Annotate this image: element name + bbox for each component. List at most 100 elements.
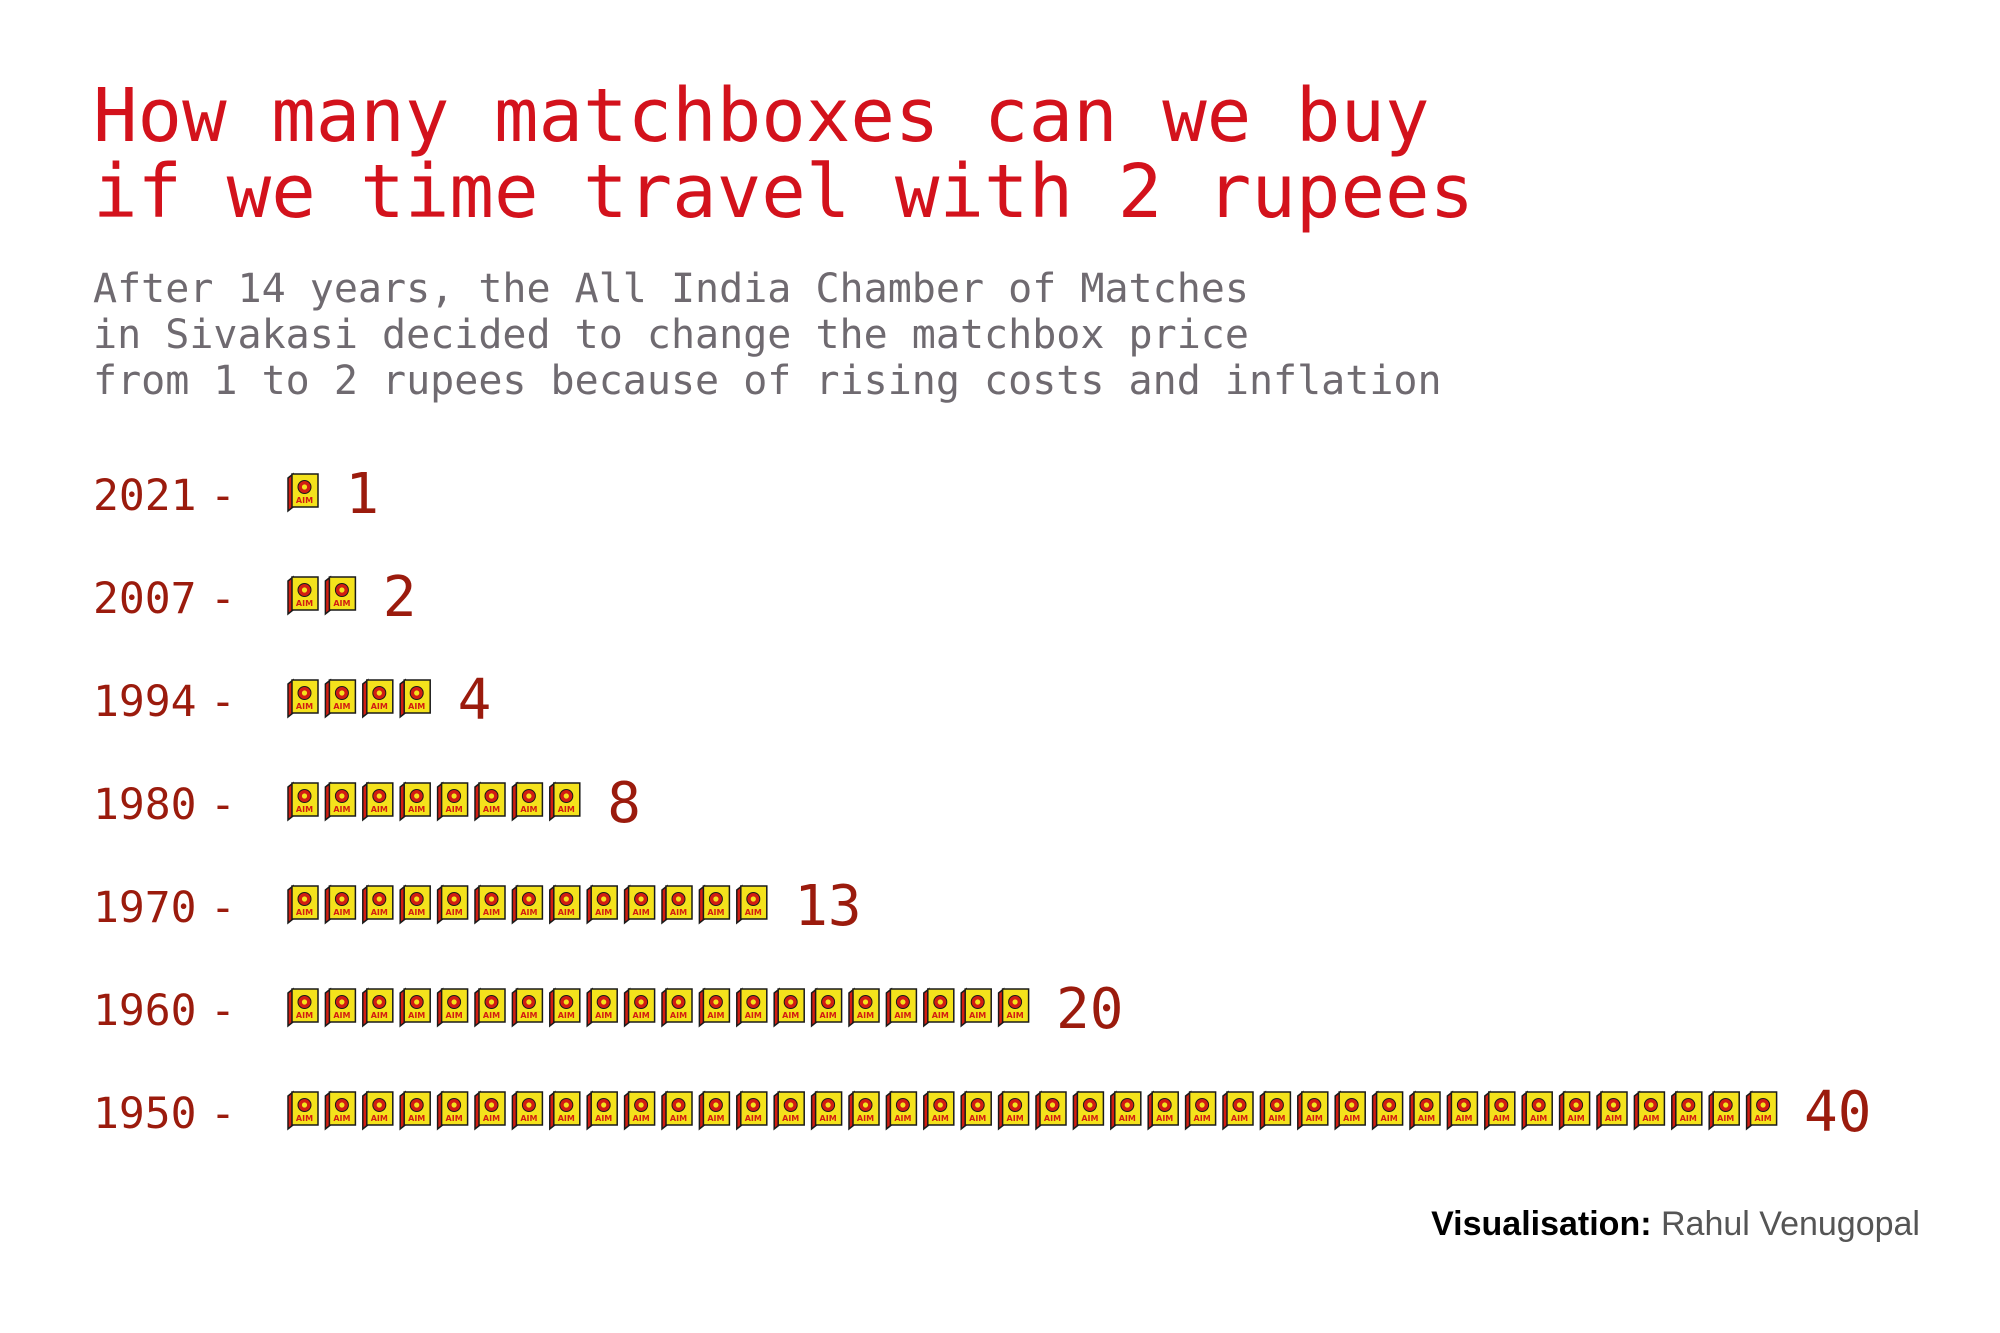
credit: Visualisation: Rahul Venugopal bbox=[1431, 1205, 1920, 1244]
matchbox-icon: AIM bbox=[1334, 1090, 1366, 1131]
matchbox-icon: AIM bbox=[287, 987, 319, 1028]
matchbox-icon: AIM bbox=[1110, 1090, 1142, 1131]
svg-text:AIM: AIM bbox=[1044, 1114, 1061, 1123]
matchbox-icon: AIM bbox=[773, 987, 805, 1028]
svg-text:AIM: AIM bbox=[446, 805, 463, 814]
matchbox-icon: AIM bbox=[923, 987, 955, 1028]
svg-text:AIM: AIM bbox=[595, 1114, 612, 1123]
matchbox-icon: AIM bbox=[436, 781, 469, 822]
svg-text:AIM: AIM bbox=[483, 908, 500, 917]
svg-text:AIM: AIM bbox=[1194, 1114, 1211, 1123]
matchbox-icon: AIM bbox=[474, 987, 506, 1028]
svg-text:AIM: AIM bbox=[333, 599, 350, 608]
svg-text:AIM: AIM bbox=[1231, 1114, 1248, 1123]
value-label: 8 bbox=[607, 771, 641, 836]
svg-text:AIM: AIM bbox=[483, 805, 500, 814]
value-label: 20 bbox=[1056, 977, 1123, 1042]
y-tick-label: 1980 bbox=[93, 780, 197, 830]
svg-text:AIM: AIM bbox=[745, 1011, 762, 1020]
y-tick-label: 2007 bbox=[93, 574, 197, 624]
svg-text:AIM: AIM bbox=[1418, 1114, 1435, 1123]
y-tick-label: 1950 bbox=[93, 1089, 197, 1139]
matchbox-icon: AIM bbox=[623, 884, 656, 925]
matchbox-icon: AIM bbox=[324, 884, 357, 925]
matchbox-icon: AIM bbox=[549, 884, 581, 925]
svg-text:AIM: AIM bbox=[408, 908, 425, 917]
y-tick-mark: - bbox=[210, 1089, 236, 1139]
matchbox-icon: AIM bbox=[549, 987, 581, 1028]
svg-text:AIM: AIM bbox=[894, 1114, 911, 1123]
subtitle-line-1: After 14 years, the All India Chamber of… bbox=[93, 266, 1249, 312]
svg-text:AIM: AIM bbox=[670, 1114, 687, 1123]
svg-text:AIM: AIM bbox=[969, 1011, 986, 1020]
svg-text:AIM: AIM bbox=[1568, 1114, 1585, 1123]
svg-text:AIM: AIM bbox=[633, 1011, 650, 1020]
svg-text:AIM: AIM bbox=[483, 1114, 500, 1123]
chart-row: 1994- AIM AIM AIM AIM 4 bbox=[93, 668, 491, 733]
matchbox-icon: AIM bbox=[736, 987, 768, 1028]
svg-text:AIM: AIM bbox=[1530, 1114, 1547, 1123]
matchbox-icon: AIM bbox=[511, 781, 544, 822]
matchbox-icon: AIM bbox=[773, 1090, 805, 1131]
matchbox-icon: AIM bbox=[586, 884, 618, 925]
svg-text:AIM: AIM bbox=[969, 1114, 986, 1123]
matchbox-icon: AIM bbox=[848, 987, 880, 1028]
chart-title: How many matchboxes can we buy if we tim… bbox=[93, 78, 1474, 230]
svg-text:AIM: AIM bbox=[1156, 1114, 1173, 1123]
matchbox-icon: AIM bbox=[810, 987, 843, 1028]
matchbox-icon: AIM bbox=[511, 884, 544, 925]
matchbox-icon: AIM bbox=[885, 1090, 918, 1131]
svg-text:AIM: AIM bbox=[745, 1114, 762, 1123]
matchbox-icon: AIM bbox=[287, 678, 319, 719]
svg-text:AIM: AIM bbox=[483, 1011, 500, 1020]
svg-text:AIM: AIM bbox=[1642, 1114, 1659, 1123]
chart-subtitle: After 14 years, the All India Chamber of… bbox=[93, 266, 1442, 404]
svg-text:AIM: AIM bbox=[1455, 1114, 1472, 1123]
matchbox-icon: AIM bbox=[399, 884, 431, 925]
chart-row: 1970- AIM AIM AIM AIM AIM AIM AIM AIM AIM AIM AIM AI… bbox=[93, 874, 862, 939]
matchbox-icon: AIM bbox=[324, 1090, 357, 1131]
matchbox-icon: AIM bbox=[474, 1090, 506, 1131]
svg-text:AIM: AIM bbox=[1081, 1114, 1098, 1123]
svg-text:AIM: AIM bbox=[408, 1011, 425, 1020]
svg-text:AIM: AIM bbox=[670, 1011, 687, 1020]
matchbox-icon: AIM bbox=[661, 884, 693, 925]
svg-text:AIM: AIM bbox=[857, 1011, 874, 1020]
matchbox-icon: AIM bbox=[287, 472, 319, 513]
matchbox-icon: AIM bbox=[324, 575, 357, 616]
y-tick-label: 1970 bbox=[93, 883, 197, 933]
svg-text:AIM: AIM bbox=[820, 1114, 837, 1123]
svg-text:AIM: AIM bbox=[296, 599, 313, 608]
svg-text:AIM: AIM bbox=[446, 1011, 463, 1020]
svg-text:AIM: AIM bbox=[333, 1011, 350, 1020]
y-tick-label: 1960 bbox=[93, 986, 197, 1036]
matchbox-icon: AIM bbox=[474, 884, 506, 925]
matchbox-icon: AIM bbox=[623, 1090, 656, 1131]
svg-text:AIM: AIM bbox=[558, 1114, 575, 1123]
svg-text:AIM: AIM bbox=[296, 496, 313, 505]
matchbox-icon: AIM bbox=[698, 987, 731, 1028]
svg-text:AIM: AIM bbox=[520, 908, 537, 917]
svg-text:AIM: AIM bbox=[333, 1114, 350, 1123]
svg-text:AIM: AIM bbox=[1007, 1011, 1024, 1020]
y-tick-mark: - bbox=[210, 780, 236, 830]
svg-text:AIM: AIM bbox=[296, 702, 313, 711]
svg-text:AIM: AIM bbox=[333, 805, 350, 814]
svg-text:AIM: AIM bbox=[1493, 1114, 1510, 1123]
title-line-2: if we time travel with 2 rupees bbox=[93, 149, 1475, 235]
value-label: 40 bbox=[1804, 1080, 1871, 1145]
matchbox-icon: AIM bbox=[362, 678, 394, 719]
matchbox-icon: AIM bbox=[511, 987, 544, 1028]
matchbox-icon: AIM bbox=[287, 781, 319, 822]
svg-text:AIM: AIM bbox=[595, 1011, 612, 1020]
svg-text:AIM: AIM bbox=[1755, 1114, 1772, 1123]
svg-text:AIM: AIM bbox=[558, 908, 575, 917]
matchbox-icon: AIM bbox=[287, 884, 319, 925]
chart-row: 1980- AIM AIM AIM AIM AIM AIM AIM AIM 8 bbox=[93, 771, 641, 836]
credit-label: Visualisation: bbox=[1431, 1205, 1652, 1243]
matchbox-icon: AIM bbox=[623, 987, 656, 1028]
y-tick-label: 2021 bbox=[93, 471, 197, 521]
svg-text:AIM: AIM bbox=[595, 908, 612, 917]
svg-text:AIM: AIM bbox=[558, 1011, 575, 1020]
matchbox-icon: AIM bbox=[287, 575, 319, 616]
